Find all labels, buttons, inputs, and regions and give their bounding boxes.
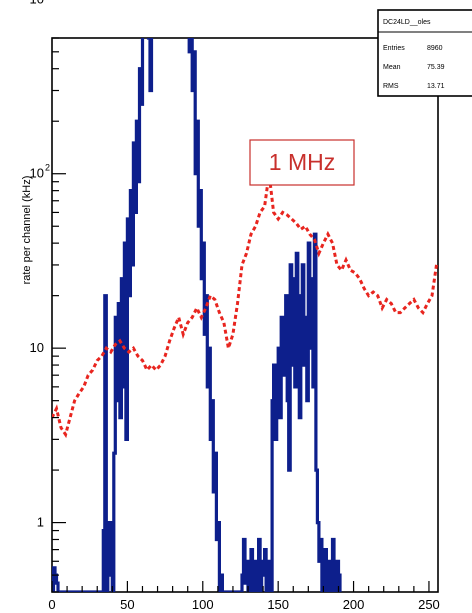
- annotation-text: 1 MHz: [269, 149, 335, 175]
- stats-rms-label: RMS: [383, 83, 399, 90]
- x-tick-label: 0: [48, 597, 55, 612]
- x-tick-label: 50: [120, 597, 134, 612]
- stats-rms-value: 13.71: [427, 83, 445, 90]
- x-tick-label: 100: [192, 597, 214, 612]
- y-axis: 110102103: [30, 0, 66, 593]
- series-line-solid: [52, 38, 342, 592]
- x-tick-label: 250: [418, 597, 440, 612]
- x-axis: 0 50 100 150 200 250: [48, 581, 440, 612]
- annotation-box: 1 MHz: [249, 139, 355, 186]
- y-tick-label: 1: [37, 515, 44, 530]
- y-tick-label: 10: [30, 0, 44, 6]
- stats-mean-value: 75.39: [427, 64, 445, 71]
- stats-name: DC24LD__oles: [383, 19, 431, 26]
- y-tick-label: 10: [30, 166, 44, 181]
- stats-entries-value: 8960: [427, 45, 443, 52]
- annotation-frame: [249, 139, 355, 186]
- y-tick-exponent: 2: [45, 163, 50, 173]
- stats-entries-label: Entries: [383, 45, 405, 52]
- x-tick-label: 200: [343, 597, 365, 612]
- stats-mean-label: Mean: [383, 64, 401, 71]
- x-tick-label: 150: [267, 597, 289, 612]
- stats-frame: [377, 9, 472, 97]
- y-tick-label: 10: [30, 340, 44, 355]
- plot-frame: [51, 37, 439, 593]
- series-line-dashed: [52, 173, 438, 439]
- series-layer: [52, 38, 438, 592]
- y-axis-label: rate per channel (kHz): [21, 176, 33, 285]
- stats-box: DC24LD__oles Entries 8960 Mean 75.39 RMS…: [377, 9, 472, 97]
